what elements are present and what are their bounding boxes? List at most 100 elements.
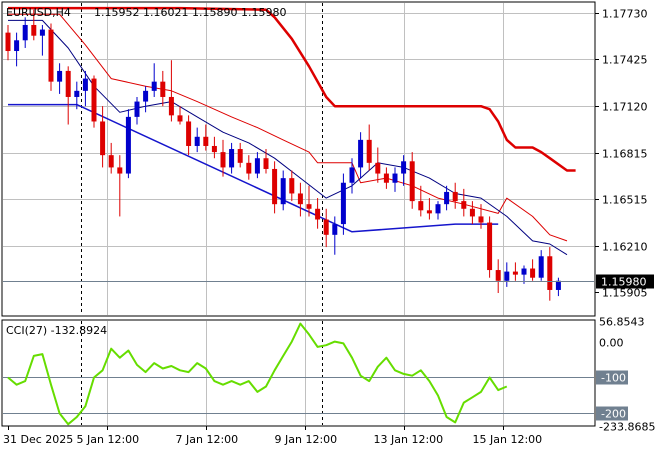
candle-body	[512, 271, 518, 275]
candle-body	[100, 121, 106, 156]
candle-layer	[5, 9, 561, 301]
cci-tick-label: -200	[601, 408, 626, 421]
candle-body	[452, 191, 458, 202]
time-tick-label: 15 Jan 12:00	[473, 433, 543, 446]
time-tick-label: 13 Jan 12:00	[374, 433, 444, 446]
candle-body	[272, 168, 278, 205]
ohlc-close: 1.15980	[241, 6, 287, 19]
ohlc-open: 1.15952	[94, 6, 140, 19]
current-price-label: 1.15980	[601, 276, 647, 289]
price-tick-label: 1.16815	[602, 148, 648, 161]
candle-body	[246, 162, 252, 174]
candle-body	[57, 70, 63, 82]
candle-body	[168, 96, 174, 116]
candle-body	[74, 90, 80, 97]
candle-body	[203, 136, 209, 146]
candle-body	[14, 40, 20, 52]
candle-body	[82, 78, 88, 91]
candle-body	[5, 32, 11, 52]
candle-body	[478, 216, 484, 223]
candle-body	[289, 178, 295, 194]
candle-body	[435, 204, 441, 214]
candle-body	[160, 81, 166, 97]
candle-body	[418, 201, 424, 211]
candle-body	[555, 280, 561, 290]
price-tick-label: 1.17425	[602, 54, 648, 67]
candle-body	[108, 155, 114, 168]
candle-body	[495, 270, 501, 281]
candle-body	[366, 139, 372, 163]
cci-title: CCI(27) -132.8924	[6, 324, 107, 337]
time-tick-label: 7 Jan 12:00	[176, 433, 239, 446]
candle-body	[426, 210, 432, 214]
cci-line	[7, 322, 508, 426]
candle-body	[151, 81, 157, 91]
candle-body	[444, 191, 450, 205]
candle-body	[297, 193, 303, 205]
candle-body	[134, 101, 140, 117]
symbol-label: EURUSD,H4	[6, 6, 71, 19]
candle-body	[280, 178, 286, 205]
ohlc-high: 1.16021	[143, 6, 189, 19]
candle-body	[91, 78, 97, 122]
candle-body	[332, 224, 338, 235]
price-tick-label: 1.15905	[602, 287, 648, 300]
candle-body	[358, 139, 364, 168]
candle-body	[306, 204, 312, 209]
cci-tick-label: -100	[601, 372, 626, 385]
candle-body	[375, 162, 381, 174]
candle-body	[469, 208, 475, 217]
candle-body	[538, 256, 544, 278]
current-price-box	[596, 274, 654, 289]
candle-body	[392, 173, 398, 183]
time-tick-label: 5 Jan 12:00	[77, 433, 140, 446]
ma-fast-line	[8, 19, 568, 256]
candle-body	[65, 70, 71, 97]
candle-body	[211, 145, 217, 153]
time-tick-label: 9 Jan 12:00	[275, 433, 338, 446]
candle-body	[323, 219, 329, 235]
candle-body	[48, 29, 54, 82]
cci-tick-label: -233.8685	[599, 421, 655, 434]
candle-body	[349, 167, 355, 183]
price-panel-frame	[1, 1, 596, 317]
candle-body	[547, 256, 553, 290]
price-tick-label: 1.17120	[602, 101, 648, 114]
candle-body	[31, 24, 37, 36]
candle-body	[237, 149, 243, 163]
candle-body	[340, 182, 346, 225]
candle-body	[39, 29, 45, 36]
ohlc-low: 1.15890	[192, 6, 238, 19]
candle-body	[521, 268, 527, 275]
cci-tick-label: 56.8543	[599, 316, 645, 329]
candle-body	[315, 208, 321, 220]
candle-body	[530, 268, 536, 278]
candle-body	[229, 149, 235, 168]
candle-body	[409, 161, 415, 202]
candle-body	[383, 173, 389, 183]
candle-body	[220, 152, 226, 168]
candle-body	[117, 167, 123, 174]
candle-body	[504, 271, 510, 281]
candle-body	[22, 24, 28, 41]
cci-tick-label: 0.00	[599, 337, 624, 350]
cci-layer	[3, 322, 594, 426]
candle-body	[186, 121, 192, 146]
grid-layer	[3, 3, 594, 425]
candle-body	[177, 115, 183, 122]
price-tick-label: 1.16210	[602, 241, 648, 254]
price-tick-label: 1.16515	[602, 194, 648, 207]
time-tick-label: 31 Dec 2025	[3, 433, 73, 446]
candle-body	[143, 90, 149, 102]
cci-level-box	[596, 406, 628, 421]
upper-band-line	[8, 6, 576, 172]
candle-body	[487, 222, 493, 271]
candle-body	[254, 158, 260, 174]
price-tick-label: 1.17730	[602, 8, 648, 21]
candle-body	[263, 158, 269, 169]
candle-body	[461, 201, 467, 209]
candle-body	[401, 161, 407, 174]
candle-body	[194, 136, 200, 146]
